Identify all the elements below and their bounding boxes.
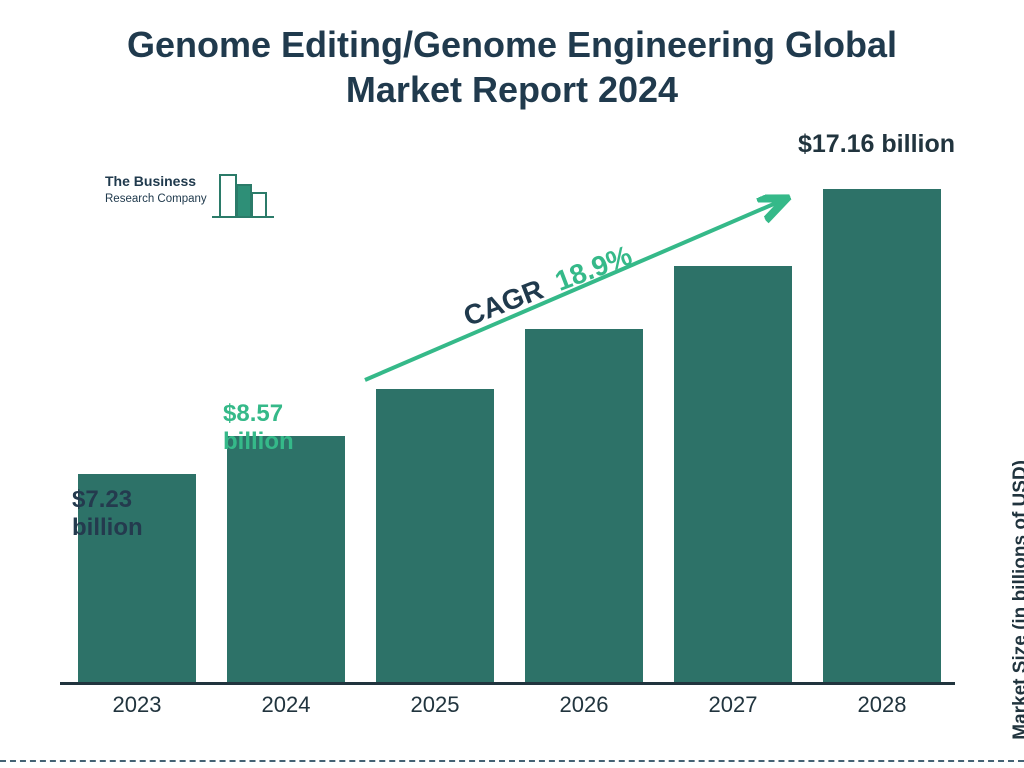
cagr-arrow-icon: [365, 192, 795, 392]
bar-2025: [376, 389, 494, 682]
bar-2028: [823, 189, 941, 682]
x-label-2027: 2027: [669, 692, 797, 718]
x-label-2026: 2026: [520, 692, 648, 718]
value-callout-1: $8.57billion: [223, 400, 294, 455]
cagr-annotation: CAGR 18.9%: [365, 192, 795, 382]
footer-divider: [0, 760, 1024, 762]
x-label-2023: 2023: [73, 692, 201, 718]
value-callout-0: $7.23billion: [72, 486, 143, 541]
x-label-2025: 2025: [371, 692, 499, 718]
x-label-2028: 2028: [818, 692, 946, 718]
bar-2024: [227, 436, 345, 682]
x-axis-baseline: [60, 682, 955, 685]
page-root: Genome Editing/Genome Engineering Global…: [0, 0, 1024, 768]
y-axis-label: Market Size (in billions of USD): [1010, 460, 1024, 740]
chart-title: Genome Editing/Genome Engineering Global…: [0, 22, 1024, 112]
value-callout-2: $17.16 billion: [798, 130, 955, 159]
x-label-2024: 2024: [222, 692, 350, 718]
